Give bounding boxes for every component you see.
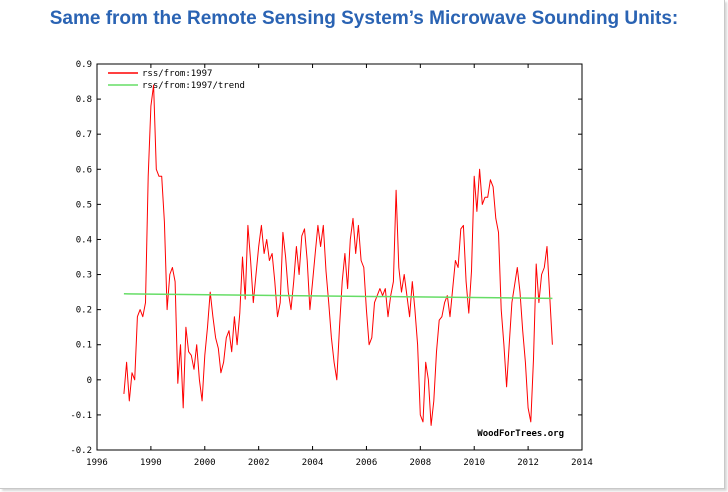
page-title: Same from the Remote Sensing System’s Mi… [49, 8, 679, 29]
series-line-rss [123, 84, 553, 426]
legend-label: rss/from:1997 [142, 69, 212, 79]
y-tick-label: 0.8 [76, 95, 92, 105]
x-axis: 1996 1990 2000 2002 2004 2006 2008 2010 2012 2014 [86, 64, 593, 468]
legend-label: rss/from:1997/trend [142, 81, 245, 91]
y-tick-label: 0 [87, 376, 92, 386]
x-tick-label: 2010 [463, 458, 485, 468]
y-tick-label: 0.5 [76, 200, 92, 210]
x-tick-label: 2014 [571, 458, 593, 468]
series-line-trend [123, 293, 553, 300]
watermark-label: WoodForTrees.org [477, 429, 564, 439]
x-tick-label: 2006 [356, 458, 378, 468]
x-tick-label: 1990 [140, 458, 162, 468]
x-tick-label: 2000 [194, 458, 216, 468]
y-axis: -0.2 -0.1 0 0.1 0.2 0.3 0.4 0.5 0.6 0.7 0.8 0.9 [70, 60, 582, 456]
y-tick-label: 0.9 [76, 60, 92, 70]
x-tick-label: 1996 [86, 458, 108, 468]
y-tick-label: 0.4 [76, 235, 92, 245]
x-tick-label: 2012 [517, 458, 539, 468]
y-tick-label: 0.7 [76, 130, 92, 140]
y-tick-label: 0.1 [76, 341, 92, 351]
series-layer [123, 84, 553, 426]
y-tick-label: 0.2 [76, 306, 92, 316]
plot-area [96, 63, 583, 451]
x-tick-label: 2008 [409, 458, 431, 468]
legend: rss/from:1997 rss/from:1997/trend [108, 69, 245, 91]
x-tick-label: 2002 [248, 458, 270, 468]
y-tick-label: 0.3 [76, 271, 92, 281]
x-tick-label: 2004 [302, 458, 324, 468]
y-tick-label: -0.1 [70, 411, 92, 421]
y-tick-label: 0.6 [76, 165, 92, 175]
y-tick-label: -0.2 [70, 446, 92, 456]
